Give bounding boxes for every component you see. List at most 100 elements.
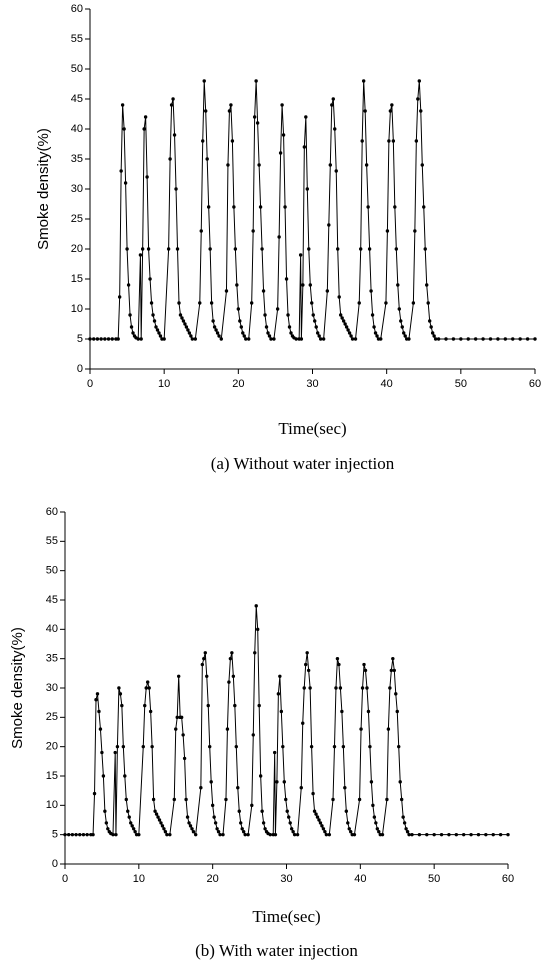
panel: 0 5 10 15 20 25 30 35 40 45 50 55 60 0 10 20 30 40 50 60 Smo… (9, 506, 514, 960)
y-tick-label: 50 (46, 565, 58, 577)
point (106, 337, 111, 341)
point (454, 832, 459, 837)
y-tick-label: 30 (46, 682, 58, 694)
point (317, 818, 321, 822)
point (340, 316, 344, 320)
point (430, 331, 435, 335)
point (423, 247, 427, 251)
point (128, 313, 132, 317)
point (157, 331, 161, 335)
point (232, 205, 236, 209)
point (172, 133, 177, 137)
point (219, 337, 223, 341)
point (257, 163, 261, 167)
point (363, 668, 368, 673)
y-tick-label: 35 (46, 653, 58, 665)
point (302, 686, 306, 690)
point (66, 832, 71, 837)
point (347, 827, 351, 831)
point (263, 313, 267, 317)
point (315, 331, 320, 335)
point (193, 832, 198, 837)
point (398, 780, 402, 784)
point (491, 832, 495, 837)
point (384, 301, 388, 305)
point (335, 656, 340, 661)
point (130, 824, 134, 828)
point (390, 103, 394, 107)
point (202, 656, 206, 661)
y-tick-label: 40 (71, 123, 83, 135)
point (476, 832, 481, 837)
point (361, 79, 366, 83)
point (213, 821, 218, 825)
point (175, 247, 180, 251)
y-axis-label: Smoke density(%) (9, 627, 26, 749)
point (369, 780, 374, 784)
point (299, 786, 303, 790)
point (374, 821, 378, 825)
point (137, 832, 141, 837)
point (199, 229, 203, 233)
point (131, 331, 135, 335)
point (368, 744, 372, 749)
point (103, 337, 107, 341)
point (239, 821, 243, 825)
point (498, 832, 503, 837)
point (417, 832, 422, 837)
point (212, 325, 217, 329)
point (399, 797, 404, 802)
point (533, 337, 537, 341)
point (350, 337, 355, 341)
point (136, 337, 140, 341)
point (315, 815, 320, 819)
point (148, 277, 152, 281)
point (168, 832, 172, 837)
point (314, 325, 318, 329)
point (103, 809, 107, 813)
point (283, 205, 287, 209)
point (379, 337, 383, 341)
point (392, 668, 396, 673)
point (321, 827, 326, 831)
point (205, 674, 209, 678)
point (205, 157, 209, 161)
x-tick-label: 20 (232, 378, 244, 390)
x-tick-label: 60 (502, 873, 514, 885)
point (388, 109, 393, 113)
point (240, 827, 244, 831)
point (169, 103, 174, 107)
point (224, 797, 228, 802)
point (396, 283, 400, 287)
point (214, 328, 218, 332)
point (92, 791, 97, 796)
point (218, 832, 222, 837)
y-tick-label: 45 (71, 93, 83, 105)
point (397, 744, 401, 749)
point (153, 809, 157, 813)
point (338, 313, 343, 317)
point (386, 727, 391, 731)
point (347, 331, 352, 335)
point (114, 832, 118, 837)
point (113, 750, 117, 755)
y-tick-label: 10 (46, 799, 58, 811)
line (90, 80, 535, 341)
point (404, 827, 408, 831)
point (403, 334, 407, 338)
y-tick-label: 25 (71, 213, 83, 225)
point (175, 715, 179, 720)
point (362, 662, 366, 667)
point (95, 692, 100, 696)
point (181, 733, 185, 737)
point (123, 181, 128, 185)
point (346, 328, 350, 332)
point (254, 604, 258, 608)
point (224, 289, 229, 293)
point (204, 109, 208, 113)
y-tick-label: 5 (52, 829, 58, 841)
point (389, 668, 394, 673)
point (187, 821, 191, 825)
point (284, 277, 289, 281)
point (216, 830, 221, 834)
